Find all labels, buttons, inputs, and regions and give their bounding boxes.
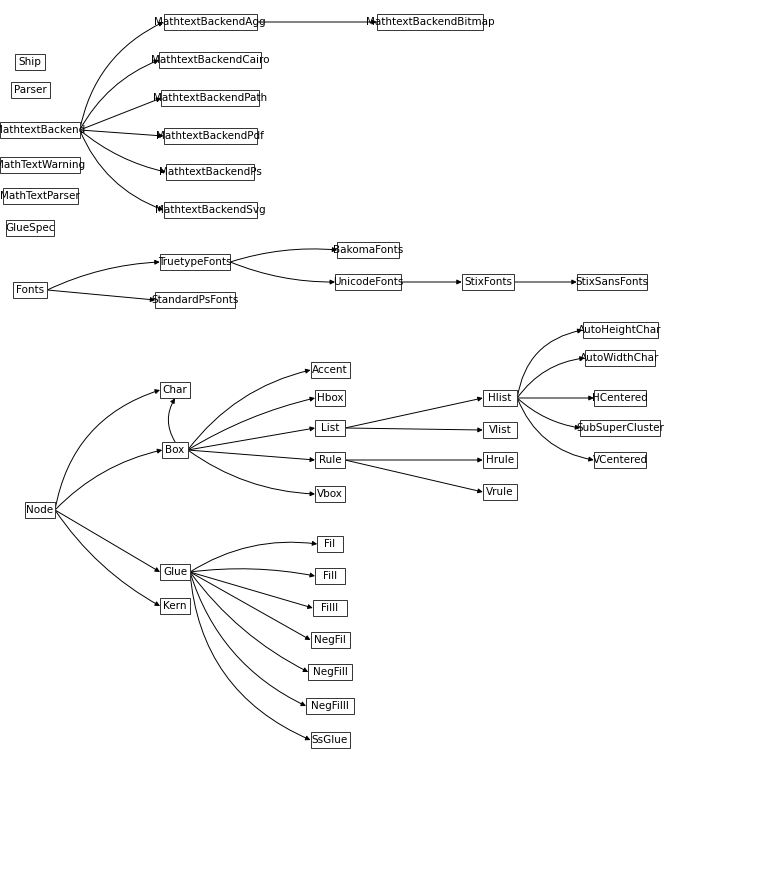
FancyBboxPatch shape: [166, 163, 254, 180]
FancyBboxPatch shape: [160, 253, 230, 270]
FancyBboxPatch shape: [164, 128, 257, 144]
Text: Char: Char: [163, 385, 187, 395]
Text: BakomaFonts: BakomaFonts: [333, 245, 403, 255]
FancyBboxPatch shape: [483, 483, 518, 500]
Text: SsGlue: SsGlue: [312, 735, 348, 745]
FancyBboxPatch shape: [2, 188, 78, 205]
FancyBboxPatch shape: [6, 219, 54, 236]
Text: Vlist: Vlist: [488, 425, 511, 435]
Text: MathtextBackendPs: MathtextBackendPs: [158, 167, 261, 177]
Text: MathtextBackendCairo: MathtextBackendCairo: [151, 55, 270, 65]
FancyBboxPatch shape: [594, 390, 646, 406]
Text: Glue: Glue: [163, 567, 187, 577]
Text: VCentered: VCentered: [592, 455, 647, 465]
Text: Filll: Filll: [322, 603, 339, 613]
FancyBboxPatch shape: [13, 281, 48, 298]
Text: NegFill: NegFill: [313, 667, 347, 677]
FancyBboxPatch shape: [313, 600, 347, 616]
Text: MathTextParser: MathTextParser: [0, 191, 80, 201]
FancyBboxPatch shape: [483, 422, 518, 438]
Text: MathtextBackendPdf: MathtextBackendPdf: [156, 131, 264, 141]
FancyBboxPatch shape: [164, 14, 257, 31]
FancyBboxPatch shape: [164, 202, 257, 218]
Text: Fil: Fil: [324, 539, 336, 549]
FancyBboxPatch shape: [582, 322, 657, 338]
Text: MathTextWarning: MathTextWarning: [0, 160, 85, 170]
Text: Hrule: Hrule: [486, 455, 514, 465]
Text: TruetypeFonts: TruetypeFonts: [158, 257, 232, 267]
FancyBboxPatch shape: [308, 663, 352, 680]
Text: Node: Node: [26, 505, 54, 515]
FancyBboxPatch shape: [161, 90, 259, 107]
FancyBboxPatch shape: [160, 598, 190, 614]
FancyBboxPatch shape: [594, 452, 646, 468]
FancyBboxPatch shape: [315, 390, 345, 406]
Text: Vbox: Vbox: [317, 489, 343, 499]
Text: MathtextBackendBitmap: MathtextBackendBitmap: [366, 17, 495, 27]
FancyBboxPatch shape: [483, 452, 518, 468]
Text: List: List: [321, 423, 339, 433]
FancyBboxPatch shape: [155, 292, 235, 309]
FancyBboxPatch shape: [577, 274, 647, 290]
Text: MathtextBackend: MathtextBackend: [0, 125, 85, 135]
Text: Kern: Kern: [164, 601, 187, 611]
FancyBboxPatch shape: [11, 82, 49, 98]
Text: StixFonts: StixFonts: [464, 277, 512, 287]
FancyBboxPatch shape: [160, 564, 190, 580]
Text: Accent: Accent: [312, 365, 348, 375]
FancyBboxPatch shape: [159, 52, 261, 68]
FancyBboxPatch shape: [377, 14, 483, 31]
Text: AutoWidthChar: AutoWidthChar: [581, 353, 660, 363]
FancyBboxPatch shape: [25, 502, 55, 518]
FancyBboxPatch shape: [335, 274, 401, 290]
Text: UnicodeFonts: UnicodeFonts: [333, 277, 403, 287]
FancyBboxPatch shape: [0, 121, 80, 138]
FancyBboxPatch shape: [337, 242, 399, 258]
FancyBboxPatch shape: [306, 697, 354, 714]
FancyBboxPatch shape: [310, 632, 349, 649]
Text: MathtextBackendPath: MathtextBackendPath: [153, 93, 267, 103]
Text: Fonts: Fonts: [16, 285, 44, 295]
Text: AutoHeightChar: AutoHeightChar: [578, 325, 662, 335]
Text: SubSuperCluster: SubSuperCluster: [576, 423, 664, 433]
FancyBboxPatch shape: [584, 350, 655, 366]
Text: Hlist: Hlist: [488, 393, 511, 403]
Text: StixSansFonts: StixSansFonts: [575, 277, 648, 287]
Text: GlueSpec: GlueSpec: [5, 223, 55, 233]
FancyBboxPatch shape: [0, 156, 80, 173]
FancyBboxPatch shape: [315, 420, 345, 436]
FancyBboxPatch shape: [310, 362, 349, 378]
Text: MathtextBackendSvg: MathtextBackendSvg: [154, 205, 265, 215]
Text: Fill: Fill: [323, 571, 337, 581]
FancyBboxPatch shape: [315, 486, 345, 503]
Text: Parser: Parser: [14, 85, 46, 95]
FancyBboxPatch shape: [581, 420, 660, 436]
Text: StandardPsFonts: StandardPsFonts: [151, 295, 239, 305]
FancyBboxPatch shape: [160, 382, 190, 399]
FancyBboxPatch shape: [162, 441, 187, 458]
Text: Rule: Rule: [319, 455, 341, 465]
Text: Vrule: Vrule: [486, 487, 514, 497]
FancyBboxPatch shape: [317, 536, 343, 552]
Text: Box: Box: [165, 445, 184, 455]
Text: HCentered: HCentered: [592, 393, 648, 403]
FancyBboxPatch shape: [310, 732, 349, 748]
FancyBboxPatch shape: [315, 452, 345, 468]
Text: NegFil: NegFil: [314, 635, 346, 645]
FancyBboxPatch shape: [462, 274, 515, 290]
FancyBboxPatch shape: [483, 390, 518, 406]
Text: MathtextBackendAgg: MathtextBackendAgg: [154, 17, 266, 27]
Text: Hbox: Hbox: [316, 393, 343, 403]
FancyBboxPatch shape: [15, 53, 45, 70]
Text: Ship: Ship: [18, 57, 41, 67]
Text: NegFilll: NegFilll: [311, 701, 349, 711]
FancyBboxPatch shape: [315, 568, 345, 584]
